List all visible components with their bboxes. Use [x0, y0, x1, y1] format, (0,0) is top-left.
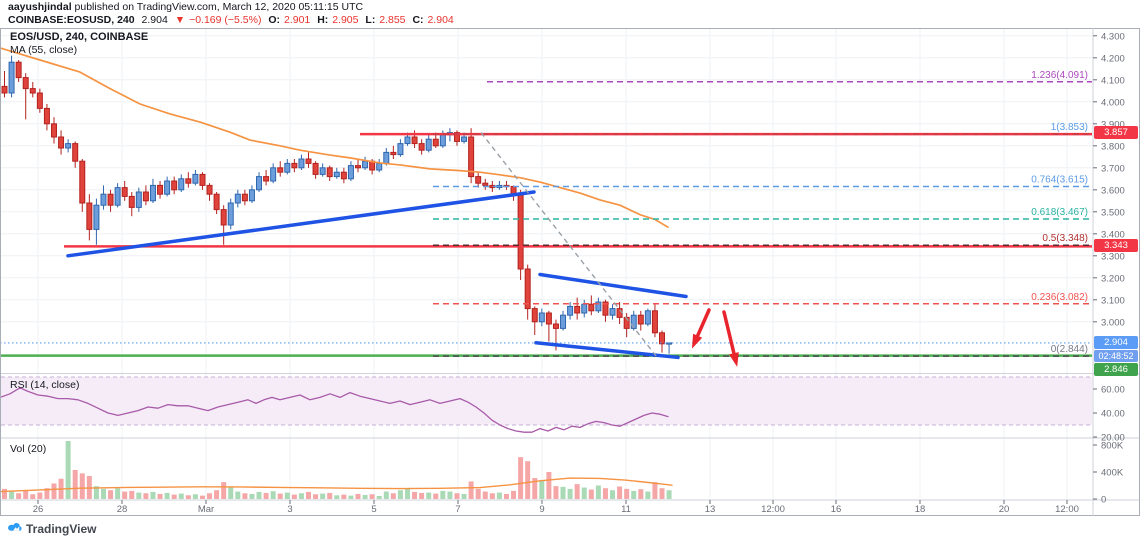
rsi-indicator-label[interactable]: RSI (14, close)	[10, 379, 80, 391]
ma-line	[0, 47, 669, 229]
trend-lines	[66, 132, 688, 360]
svg-text:4.100: 4.100	[1101, 75, 1125, 86]
fib-level-label: 0.618(3.467)	[1031, 207, 1088, 218]
svg-text:3.500: 3.500	[1101, 207, 1125, 218]
svg-text:16: 16	[831, 504, 842, 515]
svg-text:0: 0	[1101, 495, 1106, 506]
svg-text:20: 20	[999, 504, 1010, 515]
down-triangle-icon: ▼	[174, 14, 186, 26]
volume-pane	[0, 440, 673, 499]
svg-text:4.000: 4.000	[1101, 97, 1125, 108]
chart-canvas[interactable]: 1.236(4.091) 1(3.853) 0.764(3.615) 0.618(3.…	[0, 28, 1140, 516]
candle-countdown-badge: 02:48:52	[1094, 350, 1138, 362]
low-label: L:	[365, 14, 376, 26]
high-value: 2.905	[332, 14, 359, 26]
last-price-badge: 2.904	[1094, 336, 1138, 349]
open-label: O:	[268, 14, 281, 26]
svg-text:28: 28	[117, 504, 128, 515]
price-change: −0.169 (−5.5%)	[189, 14, 262, 26]
svg-text:3: 3	[287, 504, 292, 515]
byline-text: published on TradingView.com, March 12, …	[71, 1, 364, 13]
tradingview-logo-icon[interactable]	[8, 522, 23, 535]
fib-level-label: 1.236(4.091)	[1031, 70, 1088, 81]
svg-text:7: 7	[455, 504, 460, 515]
symbol-status-line: COINBASE:EOSUSD, 240 2.904 ▼ −0.169 (−5.…	[8, 14, 458, 27]
author-name[interactable]: aayushjindal	[8, 1, 72, 13]
fib-level-label: 0.5(3.348)	[1042, 233, 1088, 244]
svg-text:11: 11	[621, 504, 631, 515]
close-value: 2.904	[427, 14, 454, 26]
rsi-pane	[0, 376, 1092, 433]
open-value: 2.901	[283, 14, 311, 26]
page-header: aayushjindal published on TradingView.co…	[8, 1, 458, 27]
candles-layer	[1, 55, 673, 354]
frame-and-axes	[0, 28, 1140, 516]
page-footer: TradingView	[0, 517, 1140, 541]
svg-text:3.900: 3.900	[1101, 119, 1125, 130]
svg-text:400K: 400K	[1101, 468, 1124, 479]
price-badge-resistance-lower: 3.343	[1094, 239, 1138, 252]
svg-text:3.800: 3.800	[1101, 141, 1125, 152]
price-axis-labels: 4.300 4.200 4.100 4.000 3.900 3.800 3.700 3.600…	[1093, 31, 1125, 506]
grid-layer	[1, 29, 1092, 500]
svg-text:4.300: 4.300	[1101, 31, 1125, 42]
last-price: 2.904	[141, 14, 168, 26]
chart-legend-title[interactable]: EOS/USD, 240, COINBASE	[10, 31, 149, 43]
byline: aayushjindal published on TradingView.co…	[8, 1, 458, 14]
tradingview-brand-link[interactable]: TradingView	[26, 522, 97, 536]
svg-text:18: 18	[915, 504, 926, 515]
svg-text:5: 5	[371, 504, 376, 515]
svg-text:3.600: 3.600	[1101, 185, 1125, 196]
svg-text:3.200: 3.200	[1101, 273, 1125, 284]
svg-text:3.400: 3.400	[1101, 229, 1125, 240]
svg-text:3.700: 3.700	[1101, 163, 1125, 174]
svg-text:3.000: 3.000	[1101, 317, 1125, 328]
low-value: 2.855	[379, 14, 406, 26]
fib-level-label: 1(3.853)	[1051, 122, 1088, 133]
symbol-title: COINBASE:EOSUSD, 240	[8, 14, 135, 26]
svg-text:13: 13	[705, 504, 716, 515]
horizontal-lines: 1.236(4.091) 1(3.853) 0.764(3.615) 0.618(3.…	[0, 70, 1092, 357]
svg-text:12:00: 12:00	[761, 504, 785, 515]
svg-text:40.00: 40.00	[1101, 409, 1125, 420]
high-label: H:	[317, 14, 329, 26]
fib-level-label: 0(2.844)	[1051, 344, 1088, 355]
svg-text:3.100: 3.100	[1101, 295, 1125, 306]
time-axis-labels: 26 28 Mar 3 5 7 9 11 13 12:00 16 18 20 12:00	[33, 500, 1079, 515]
arrows-layer	[691, 308, 739, 367]
svg-text:9: 9	[539, 504, 544, 515]
fib-level-label: 0.236(3.082)	[1031, 292, 1088, 303]
svg-text:4.200: 4.200	[1101, 53, 1125, 64]
svg-text:20.00: 20.00	[1101, 433, 1125, 444]
ma-indicator-label[interactable]: MA (55, close)	[10, 44, 78, 56]
price-badge-support: 2.846	[1094, 363, 1138, 376]
svg-text:26: 26	[33, 504, 44, 515]
fib-level-label: 0.764(3.615)	[1031, 175, 1088, 186]
svg-text:Mar: Mar	[198, 504, 214, 515]
svg-text:3.300: 3.300	[1101, 251, 1125, 262]
svg-text:60.00: 60.00	[1101, 385, 1125, 396]
price-badge-resistance-upper: 3.857	[1094, 126, 1138, 139]
svg-text:800K: 800K	[1101, 441, 1124, 452]
svg-text:12:00: 12:00	[1055, 504, 1079, 515]
close-label: C:	[412, 14, 424, 26]
vol-indicator-label[interactable]: Vol (20)	[10, 443, 47, 455]
